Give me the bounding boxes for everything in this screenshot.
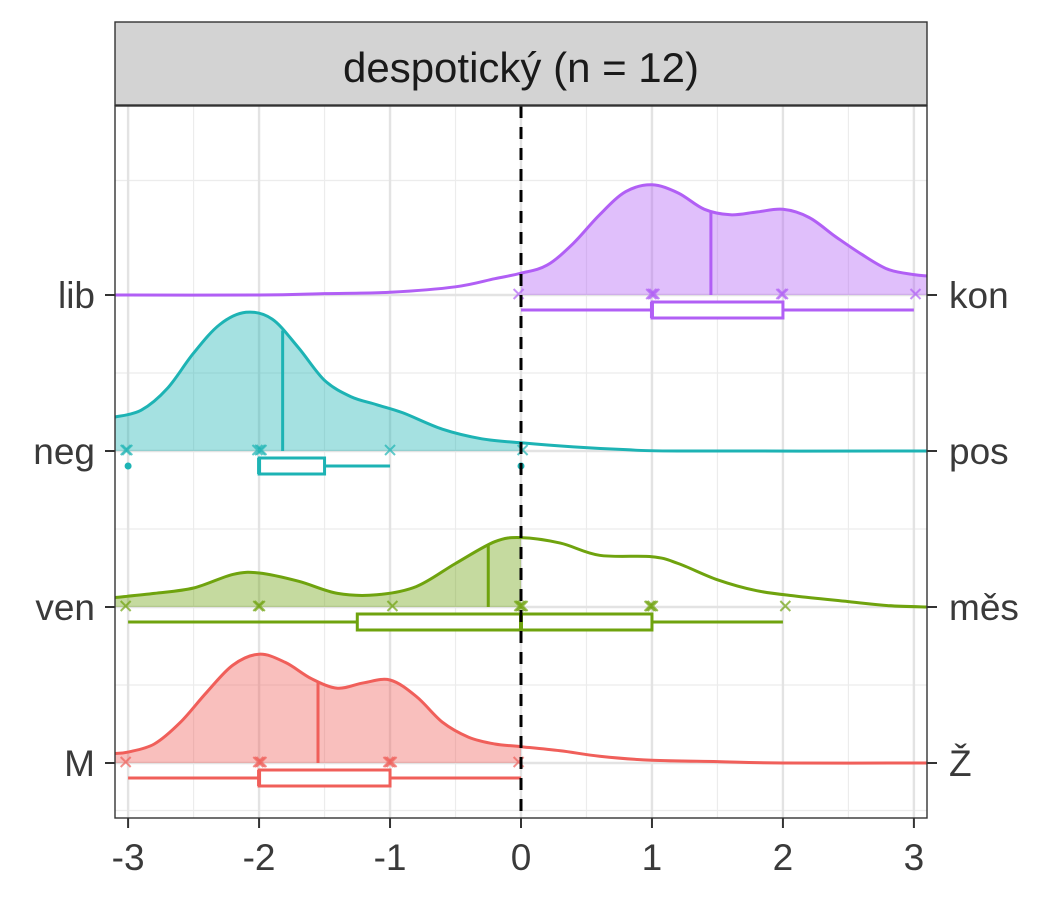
facet-strip [114,21,928,106]
ridge-row [114,183,928,320]
boxplot-box [257,456,327,476]
facet-title: despotický (n = 12) [343,44,699,91]
ridge-row [114,536,928,632]
right-axis-label: pos [949,431,1009,472]
boxplot-box [650,300,785,320]
data-point-marker [909,288,922,300]
boxplot-box [355,612,654,632]
data-point-marker [254,756,266,768]
left-axis-label: M [64,743,95,784]
density-area [115,537,521,607]
density-curve [114,536,928,609]
left-axis-label: neg [33,431,95,472]
data-point-marker [254,600,266,612]
left-axis-label: ven [35,587,95,628]
density-area [115,312,521,451]
data-point-marker [643,600,656,612]
data-point-marker [384,756,396,768]
data-point-marker [255,756,268,768]
data-point-marker [386,600,399,612]
x-tick-label: 3 [904,837,925,878]
data-point-marker [382,756,395,768]
boxplot-box [257,768,392,788]
right-axis-label: Ž [949,743,972,784]
ridge-rows [114,183,928,788]
data-point-marker [647,288,659,300]
density-curve [114,652,928,765]
x-tick-label: 2 [773,837,794,878]
data-point-marker [252,600,264,612]
right-axis-label: měs [949,587,1019,628]
x-tick-label: 1 [642,837,663,878]
data-point-marker [513,600,526,612]
x-tick-label: -2 [243,837,276,878]
data-point-marker [777,288,789,300]
data-point-marker [119,444,132,456]
data-point-marker [255,444,268,456]
data-point-marker [647,600,659,612]
density-area [521,184,927,295]
ridge-row [114,652,928,788]
right-axis-label: kon [949,275,1009,316]
left-axis-label: lib [58,275,95,316]
data-point-marker [119,756,132,768]
x-tick-label: -3 [112,837,145,878]
data-point-marker [516,600,529,612]
data-point-marker [121,444,134,456]
data-point-marker [385,756,398,768]
data-point-marker [516,444,529,456]
data-point-marker [515,600,527,612]
data-point-marker [119,600,132,612]
density-curve [114,183,928,297]
data-point-marker [252,756,264,768]
data-point-marker [254,444,266,456]
data-point-marker [645,288,657,300]
x-tick-label: -1 [374,837,407,878]
data-point-marker [645,600,657,612]
x-tick-label: 0 [511,837,532,878]
data-point-marker [779,600,792,612]
data-point-marker [775,288,788,300]
data-point-marker [251,444,264,456]
ridge-row [114,310,928,476]
density-curve [114,310,928,453]
boxplot-outlier [124,462,132,470]
data-point-marker [384,444,396,456]
data-point-marker [648,288,661,300]
